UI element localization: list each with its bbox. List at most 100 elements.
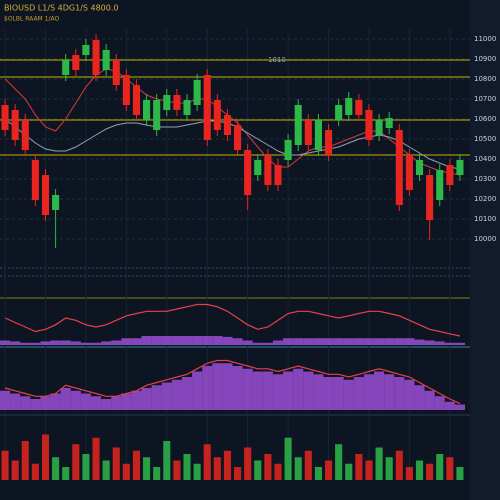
oscillator-bar [10,341,21,345]
candle-body [92,40,100,75]
candle-body [234,125,242,150]
y-tick-label: 10500 [474,135,496,143]
candle-body [264,155,272,185]
oscillator-bar [454,404,465,410]
oscillator-bar [333,338,344,345]
volume-bar [314,467,322,480]
oscillator-bar [384,338,395,345]
oscillator-bar [121,393,132,410]
oscillator-bar [323,377,334,410]
volume-bar [446,457,454,480]
candle-body [122,75,130,105]
oscillator-bar [242,368,253,410]
volume-bar [254,460,262,480]
volume-bar [355,454,363,480]
oscillator-bar [303,371,314,410]
oscillator-bar [20,396,31,410]
oscillator-bar [293,368,304,410]
volume-bar [82,454,90,480]
moving-average [4,68,460,176]
volume-bar [163,441,171,480]
oscillator-bar [60,388,71,410]
oscillator-bar [161,336,172,345]
oscillator-bar [222,363,233,410]
oscillator-bar [101,341,112,345]
oscillator-bar [131,338,142,345]
y-tick-label: 10600 [474,115,496,123]
oscillator-bar [414,339,425,345]
volume-bar [21,441,29,480]
oscillator-bar [30,342,41,345]
y-tick-label: 11000 [474,35,496,43]
volume-bar [456,467,464,480]
oscillator-bar [80,342,91,345]
volume-bar [41,434,50,480]
y-tick-label: 10800 [474,75,496,83]
volume-bar [203,444,211,480]
volume-bar [112,447,120,480]
volume-bar [405,467,413,480]
price-axis-bg [470,0,500,500]
oscillator-bar [212,336,223,345]
volume-bar [173,460,181,480]
oscillator-bar [353,377,364,410]
candle-body [183,100,191,115]
oscillator-bar [353,338,364,345]
oscillator-bar [70,390,81,410]
volume-bar [183,454,191,480]
oscillator-line [4,359,461,404]
volume-bar [92,437,100,480]
candle-body [82,45,90,55]
oscillator-bar [414,385,425,410]
title: BIOUSD L1/S 4DG1/S 4800.0 [4,4,119,13]
volume-bar [264,454,272,480]
candle-body [11,110,19,140]
candle-body [41,175,50,215]
oscillator-bar [90,396,102,410]
oscillator-bar [181,336,193,345]
y-tick-label: 10900 [474,55,496,63]
candle-body [203,75,211,140]
candle-body [324,130,333,155]
volume-bar [324,460,333,480]
volume-bar [415,460,424,480]
volume-bar [304,450,312,480]
volume-bar [426,463,434,480]
candle-body [112,60,120,85]
candle-body [365,110,373,140]
oscillator-bar [202,366,213,410]
candle-body [223,115,231,135]
oscillator-line [4,303,461,337]
oscillator-bar [303,338,314,345]
volume-bar [294,457,302,480]
oscillator-bar [60,340,71,345]
candle-body [284,140,292,160]
volume-bar [244,447,252,480]
oscillator-bar [131,390,142,410]
candle-body [355,100,363,115]
oscillator-bar [202,336,213,345]
candle-body [72,55,80,70]
candle-body [163,95,171,110]
candle-body [21,120,29,150]
candle-body [456,160,464,175]
oscillator-bar [70,341,81,345]
oscillator-bar [272,374,284,410]
oscillator-bar [444,342,455,345]
oscillator-bar [363,374,375,410]
oscillator-bar [151,336,162,345]
oscillator-bar [272,340,284,345]
oscillator-bar [141,336,152,345]
volume-bar [375,447,383,480]
candle-body [436,170,444,200]
oscillator-bar [50,340,61,345]
candle-body [304,120,312,145]
volume-bar [223,450,231,480]
candle-body [213,100,221,130]
oscillator-bar [424,390,435,410]
volume-bar [213,457,221,480]
oscillator-bar [0,390,11,410]
candle-body [173,95,181,110]
oscillator-bar [212,363,223,410]
